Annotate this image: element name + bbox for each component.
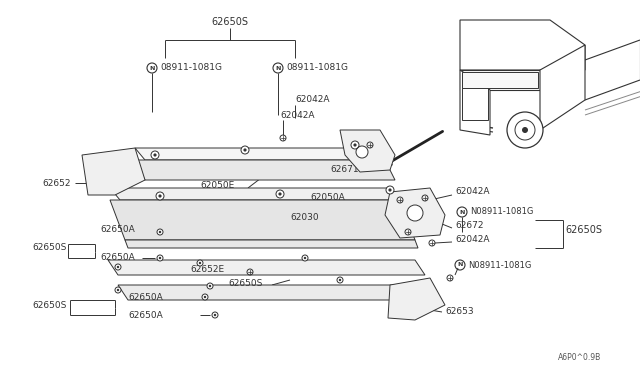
Polygon shape (110, 188, 400, 200)
Circle shape (278, 192, 282, 196)
Circle shape (157, 255, 163, 261)
Circle shape (407, 205, 423, 221)
Circle shape (209, 285, 211, 287)
Circle shape (339, 279, 341, 281)
Text: N: N (149, 65, 155, 71)
Text: 62650A: 62650A (128, 294, 163, 302)
Polygon shape (135, 148, 385, 160)
Circle shape (116, 289, 119, 291)
Text: 62650S: 62650S (565, 225, 602, 235)
Polygon shape (462, 72, 538, 88)
Text: A6P0^0.9B: A6P0^0.9B (558, 353, 602, 362)
Circle shape (243, 148, 246, 152)
Circle shape (276, 190, 284, 198)
Circle shape (199, 262, 201, 264)
Text: 62652E: 62652E (190, 266, 224, 275)
Text: 62650A: 62650A (100, 253, 135, 263)
Circle shape (154, 153, 157, 157)
Circle shape (157, 229, 163, 235)
Polygon shape (385, 188, 445, 238)
Text: 62042A: 62042A (280, 110, 314, 119)
Circle shape (241, 146, 249, 154)
Text: 62042A: 62042A (295, 96, 330, 105)
Circle shape (507, 112, 543, 148)
Circle shape (204, 296, 206, 298)
Polygon shape (460, 20, 585, 70)
Circle shape (212, 312, 218, 318)
Text: N08911-1081G: N08911-1081G (470, 208, 533, 217)
Text: 62650S: 62650S (32, 244, 67, 253)
Circle shape (302, 255, 308, 261)
Text: 62050E: 62050E (200, 180, 234, 189)
Circle shape (116, 266, 119, 268)
Text: N: N (458, 263, 463, 267)
Text: N08911-1081G: N08911-1081G (468, 260, 531, 269)
Text: 62042A: 62042A (455, 187, 490, 196)
Text: 08911-1081G: 08911-1081G (160, 64, 222, 73)
Circle shape (115, 287, 121, 293)
Text: 62650S: 62650S (32, 301, 67, 310)
Polygon shape (118, 285, 435, 300)
Polygon shape (462, 80, 488, 120)
Text: 62050A: 62050A (310, 193, 345, 202)
Text: 62671: 62671 (330, 166, 358, 174)
Polygon shape (82, 148, 145, 195)
Text: N: N (460, 209, 465, 215)
Polygon shape (125, 240, 418, 248)
Circle shape (156, 192, 164, 200)
Polygon shape (135, 160, 395, 180)
Text: 62650A: 62650A (100, 225, 135, 234)
Circle shape (197, 260, 203, 266)
Text: 62030: 62030 (290, 214, 319, 222)
Circle shape (304, 257, 306, 259)
Text: 62650S: 62650S (228, 279, 262, 288)
Circle shape (151, 151, 159, 159)
Circle shape (202, 294, 208, 300)
Text: 08911-1081G: 08911-1081G (286, 64, 348, 73)
Circle shape (337, 277, 343, 283)
Circle shape (159, 231, 161, 233)
Circle shape (351, 141, 359, 149)
Text: N: N (275, 65, 281, 71)
Circle shape (159, 195, 161, 198)
Circle shape (356, 146, 368, 158)
Polygon shape (108, 260, 425, 275)
Circle shape (115, 264, 121, 270)
Polygon shape (460, 70, 540, 90)
Text: 62650A: 62650A (128, 311, 163, 320)
Text: 62672: 62672 (455, 221, 483, 230)
Circle shape (522, 127, 528, 133)
Polygon shape (460, 70, 490, 135)
Polygon shape (110, 200, 415, 240)
Circle shape (353, 143, 356, 147)
Circle shape (386, 186, 394, 194)
Text: 62652: 62652 (42, 179, 70, 187)
Polygon shape (540, 45, 585, 130)
Polygon shape (340, 130, 395, 172)
Circle shape (388, 188, 392, 192)
Text: 62653: 62653 (445, 308, 474, 317)
Text: 62650S: 62650S (211, 17, 248, 27)
Circle shape (159, 257, 161, 259)
Circle shape (214, 314, 216, 316)
Circle shape (207, 283, 213, 289)
Text: 62042A: 62042A (455, 235, 490, 244)
Polygon shape (388, 278, 445, 320)
